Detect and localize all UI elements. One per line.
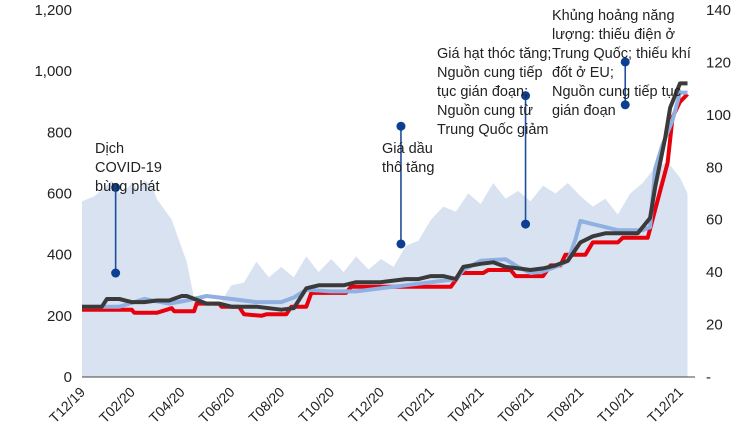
annotation-text-line: Giá dầu <box>382 141 433 157</box>
annotation-dot <box>521 219 531 229</box>
x-axis-tick-label: T12/21 <box>644 384 686 426</box>
right-axis-tick-label: 120 <box>706 54 731 71</box>
area-layer <box>82 162 688 377</box>
left-axis-tick-label: 400 <box>47 247 72 264</box>
annotation-text: Khủng hoảng năng lượng: thiếu điện ở Trung… <box>552 8 691 119</box>
x-axis-tick-label: T04/21 <box>445 384 487 426</box>
x-axis-tick-label: T02/21 <box>395 384 437 426</box>
annotation-text-line: Nguồn cung từ <box>437 103 533 119</box>
left-axis-tick-label: 200 <box>47 308 72 325</box>
right-axis-tick-label: 40 <box>706 264 723 281</box>
left-axis: 0 200 400 600 800 1,000 1,200 <box>34 2 72 386</box>
annotation-text-line: Trung Quốc giảm <box>437 122 548 138</box>
annotation-dot <box>396 121 406 131</box>
left-axis-tick-label: 1,000 <box>34 63 72 80</box>
x-axis-tick-label: T12/19 <box>46 384 88 426</box>
annotation-text-line: Khủng hoảng năng <box>552 8 675 24</box>
right-axis: - 20 40 60 80 100 120 140 <box>706 2 731 386</box>
annotation-text: Giá dầu thô tăng <box>382 141 434 176</box>
right-axis-tick-label: 20 <box>706 317 723 334</box>
x-axis-tick-label: T10/21 <box>594 384 636 426</box>
x-axis-tick-label: T12/20 <box>345 384 387 426</box>
annotation-dot <box>111 268 121 278</box>
annotation-text-line: Giá hạt thóc tăng; <box>437 46 551 62</box>
annotation-text-line: gián đoạn <box>552 103 616 119</box>
annotation-dot <box>521 91 531 101</box>
left-axis-tick-label: 600 <box>47 186 72 203</box>
annotation-text-line: đốt ở EU; <box>552 65 614 81</box>
annotation-text-line: Dịch <box>95 141 124 157</box>
line-series-3 <box>82 81 688 312</box>
annotation-text-line: thô tăng <box>382 160 434 176</box>
right-axis-tick-label: 80 <box>706 159 723 176</box>
annotation-text-line: Trung Quốc; thiếu khí <box>552 46 691 62</box>
annotation-text-line: bùng phát <box>95 179 160 195</box>
lines-layer <box>82 81 689 318</box>
x-axis-tick-label: T10/20 <box>295 384 337 426</box>
left-axis-tick-label: 0 <box>64 369 72 386</box>
annotation-text: Dịch COVID-19 bùng phát <box>95 141 162 195</box>
x-axis-tick-label: T02/20 <box>96 384 138 426</box>
x-axis-tick-label: T08/21 <box>544 384 586 426</box>
x-axis-tick-label: T08/20 <box>245 384 287 426</box>
annotation-text-line: COVID-19 <box>95 160 162 176</box>
annotation-text-line: tục gián đoạn; <box>437 84 528 100</box>
right-axis-tick-label: 100 <box>706 107 731 124</box>
area-series <box>82 162 688 377</box>
annotation-text: Giá hạt thóc tăng; Nguồn cung tiếp tục giá… <box>437 46 551 138</box>
x-axis: T12/19 T02/20 T04/20 T06/20 T08/20 T10/20 T12/… <box>46 376 695 426</box>
left-axis-tick-label: 800 <box>47 124 72 141</box>
annotation-text-line: Nguồn cung tiếp tục <box>552 84 681 100</box>
annotation-dot <box>620 100 630 110</box>
right-axis-tick-label: - <box>706 369 711 386</box>
right-axis-tick-label: 60 <box>706 212 723 229</box>
annotation-dot <box>111 182 121 192</box>
annotation-text-line: Nguồn cung tiếp <box>437 65 543 81</box>
annotation-dot <box>396 239 406 249</box>
x-axis-tick-label: T06/20 <box>195 384 237 426</box>
right-axis-tick-label: 140 <box>706 2 731 19</box>
x-axis-tick-label: T06/21 <box>495 384 537 426</box>
annotation-dot <box>620 57 630 67</box>
x-axis-tick-label: T04/20 <box>146 384 188 426</box>
left-axis-tick-label: 1,200 <box>34 2 72 19</box>
annotation-text-line: lượng: thiếu điện ở <box>552 27 676 43</box>
